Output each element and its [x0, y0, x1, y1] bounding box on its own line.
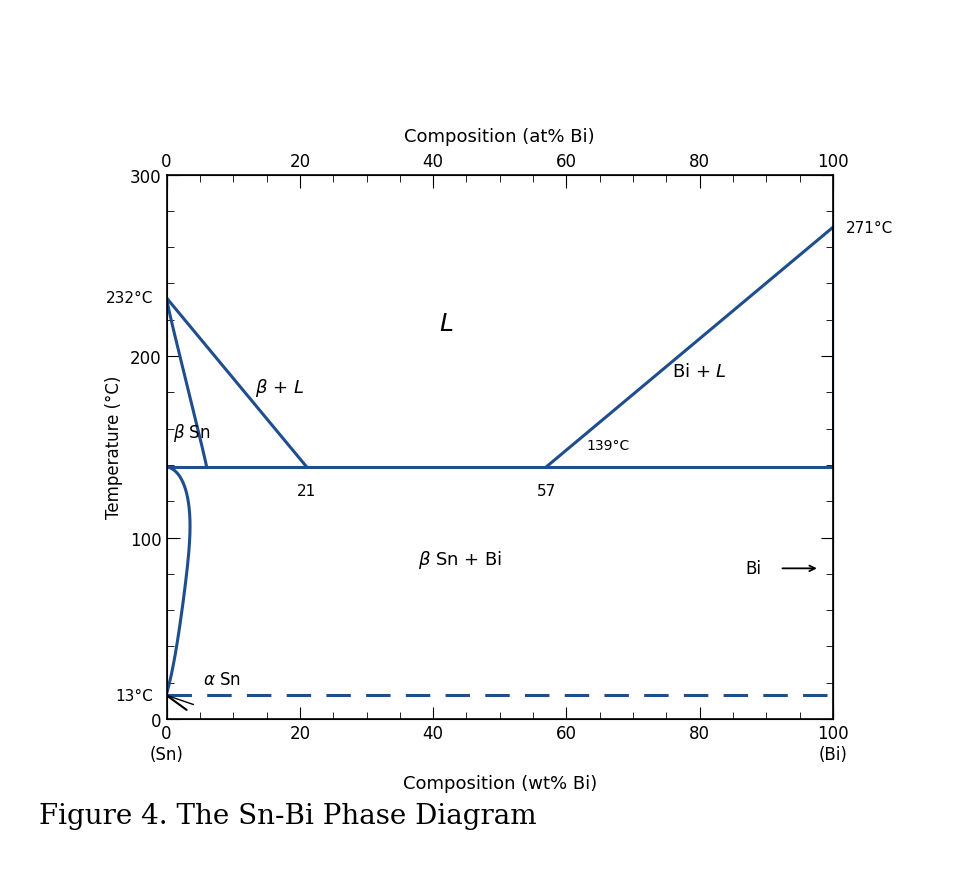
Text: 21: 21 — [297, 483, 317, 498]
Text: 139°C: 139°C — [586, 438, 630, 453]
Text: $\alpha$ Sn: $\alpha$ Sn — [203, 670, 241, 688]
Text: 57: 57 — [537, 483, 556, 498]
Text: 232°C: 232°C — [106, 291, 153, 306]
Text: 271°C: 271°C — [847, 220, 894, 235]
Y-axis label: Temperature (°C): Temperature (°C) — [105, 375, 123, 519]
Text: $\beta$ + $L$: $\beta$ + $L$ — [256, 376, 305, 398]
X-axis label: Composition (at% Bi): Composition (at% Bi) — [405, 127, 595, 146]
Text: $\beta$ Sn + Bi: $\beta$ Sn + Bi — [417, 549, 502, 571]
Text: Bi + $L$: Bi + $L$ — [672, 362, 727, 380]
Text: Figure 4. The Sn-Bi Phase Diagram: Figure 4. The Sn-Bi Phase Diagram — [39, 802, 537, 829]
X-axis label: Composition (wt% Bi): Composition (wt% Bi) — [403, 774, 597, 792]
Text: $\beta$ Sn: $\beta$ Sn — [173, 422, 211, 444]
Text: $L$: $L$ — [439, 312, 454, 336]
Text: Bi: Bi — [745, 560, 761, 578]
Text: 13°C: 13°C — [116, 688, 153, 703]
